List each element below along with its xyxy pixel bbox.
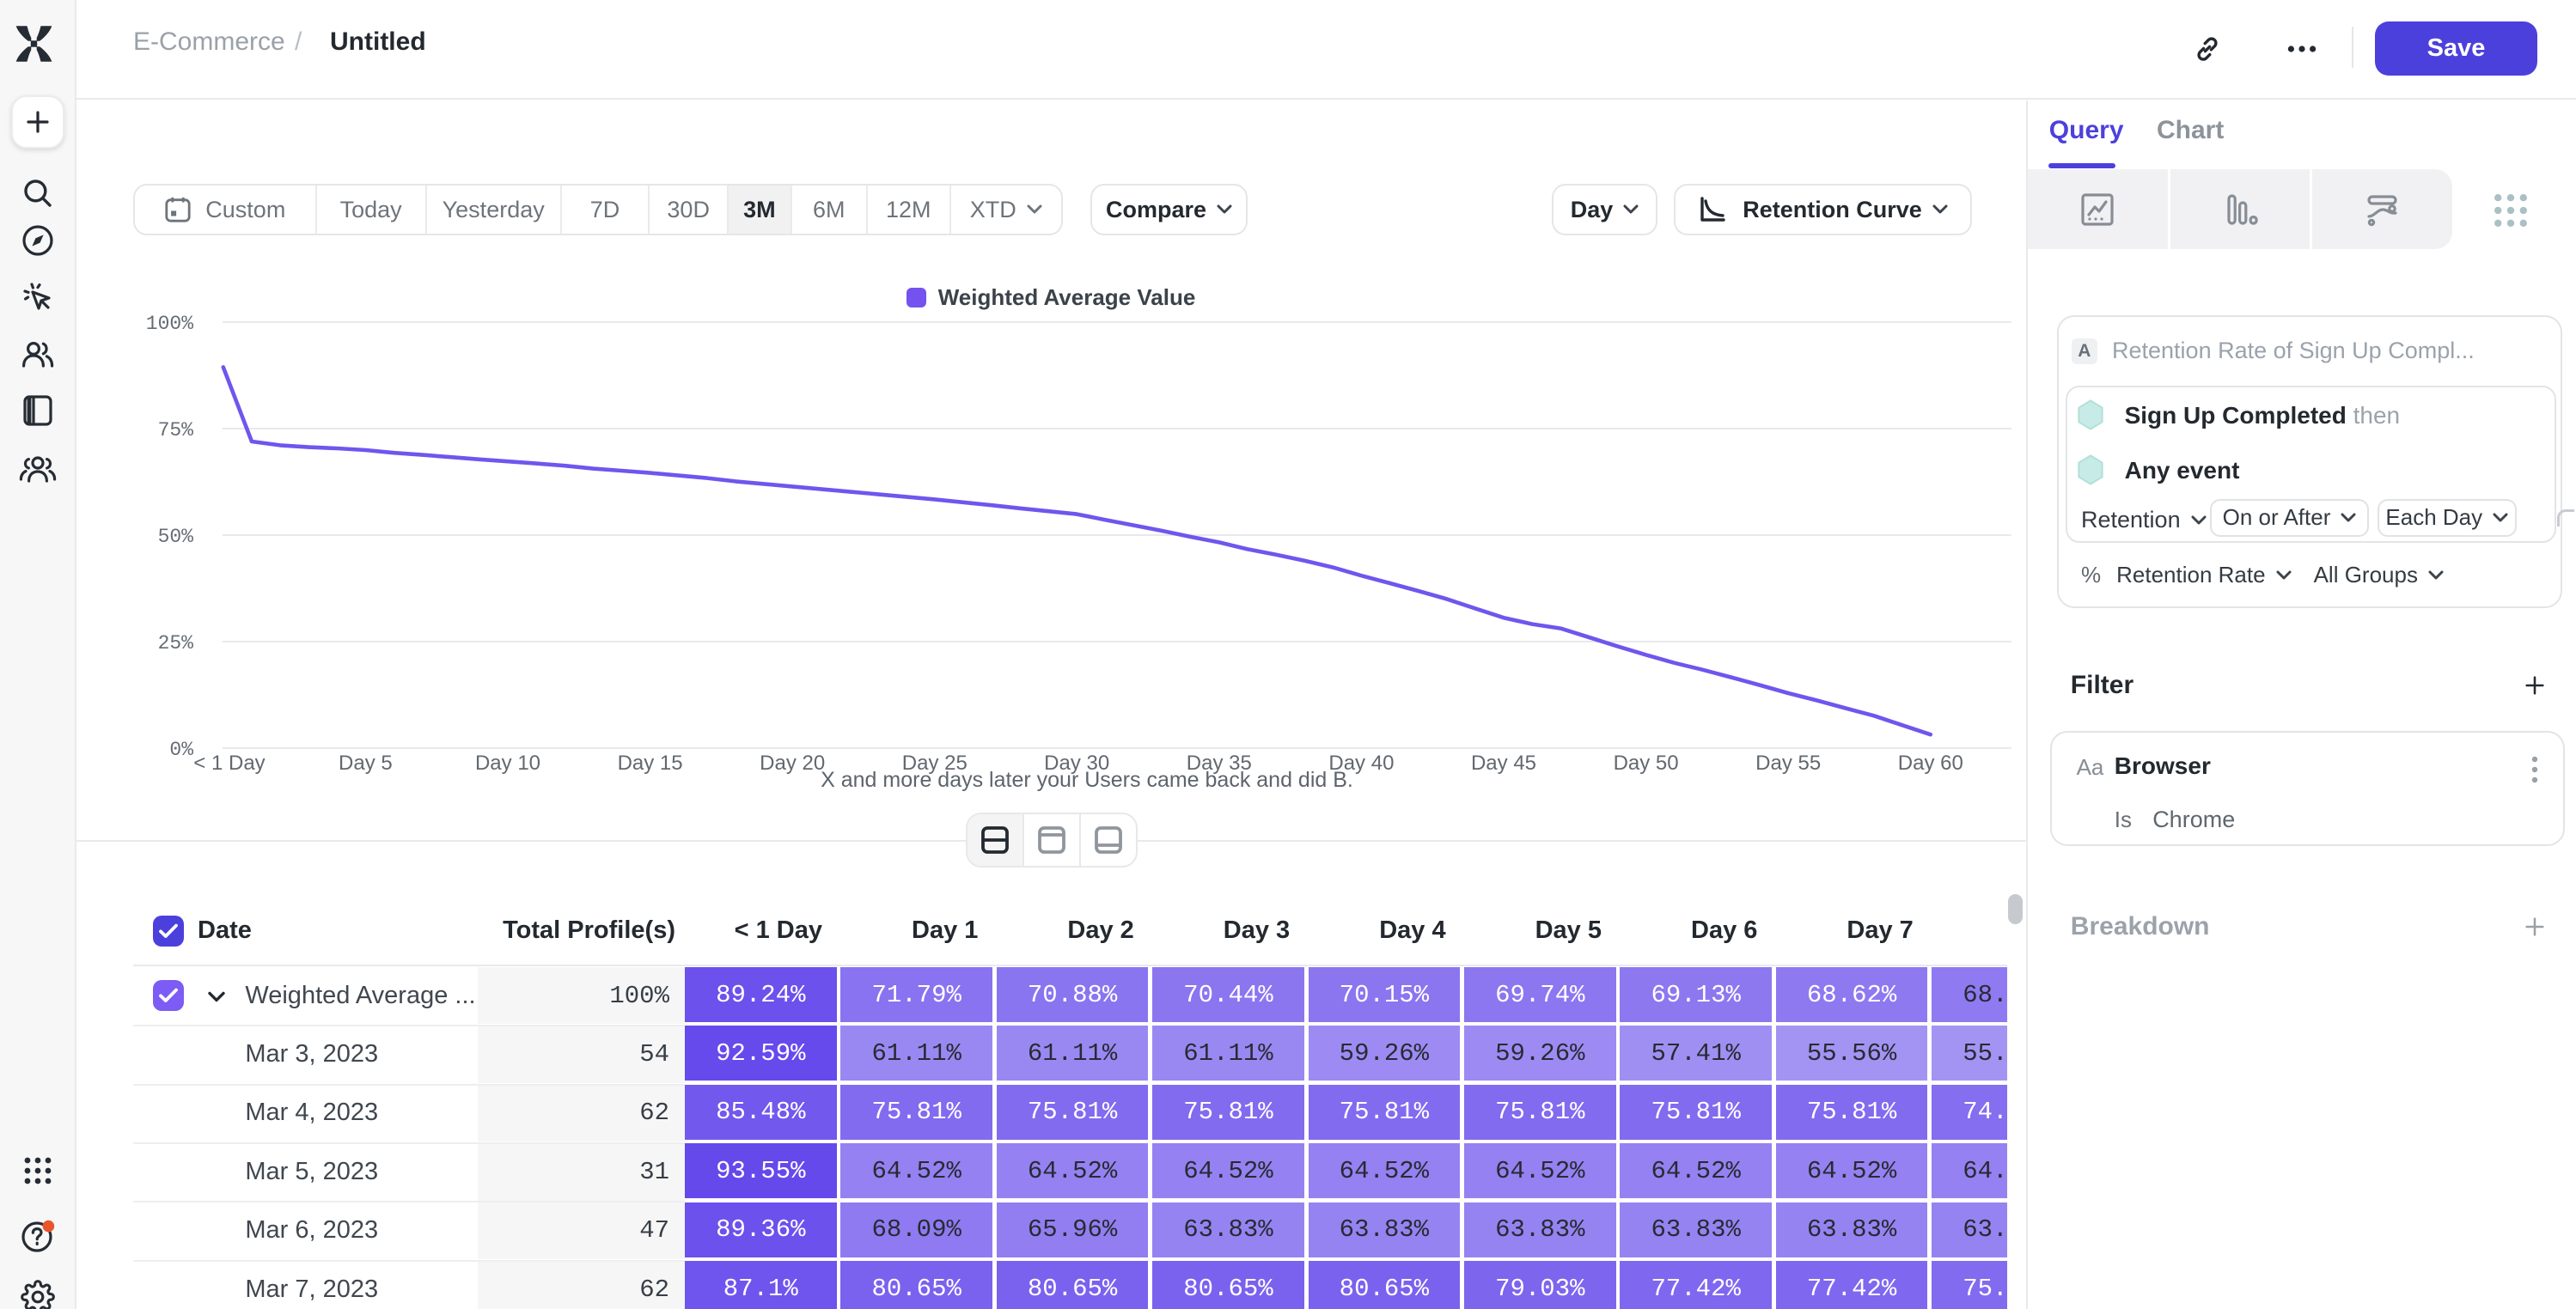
- svg-text:Day 40: Day 40: [1328, 752, 1394, 775]
- svg-text:Day 50: Day 50: [1614, 752, 1679, 775]
- svg-text:Day 20: Day 20: [760, 752, 825, 775]
- svg-text:Day 5: Day 5: [339, 752, 393, 775]
- svg-text:< 1 Day: < 1 Day: [193, 752, 265, 775]
- svg-text:Day 15: Day 15: [618, 752, 683, 775]
- svg-text:Day 25: Day 25: [902, 752, 968, 775]
- svg-text:75%: 75%: [158, 419, 194, 441]
- svg-text:100%: 100%: [146, 313, 193, 335]
- svg-text:25%: 25%: [158, 632, 194, 654]
- svg-text:Day 45: Day 45: [1471, 752, 1536, 775]
- svg-text:Day 60: Day 60: [1898, 752, 1963, 775]
- svg-text:Day 30: Day 30: [1044, 752, 1109, 775]
- svg-text:Day 55: Day 55: [1755, 752, 1821, 775]
- svg-text:Day 10: Day 10: [475, 752, 540, 775]
- svg-text:0%: 0%: [169, 739, 193, 761]
- svg-text:Day 35: Day 35: [1187, 752, 1252, 775]
- svg-text:50%: 50%: [158, 526, 194, 548]
